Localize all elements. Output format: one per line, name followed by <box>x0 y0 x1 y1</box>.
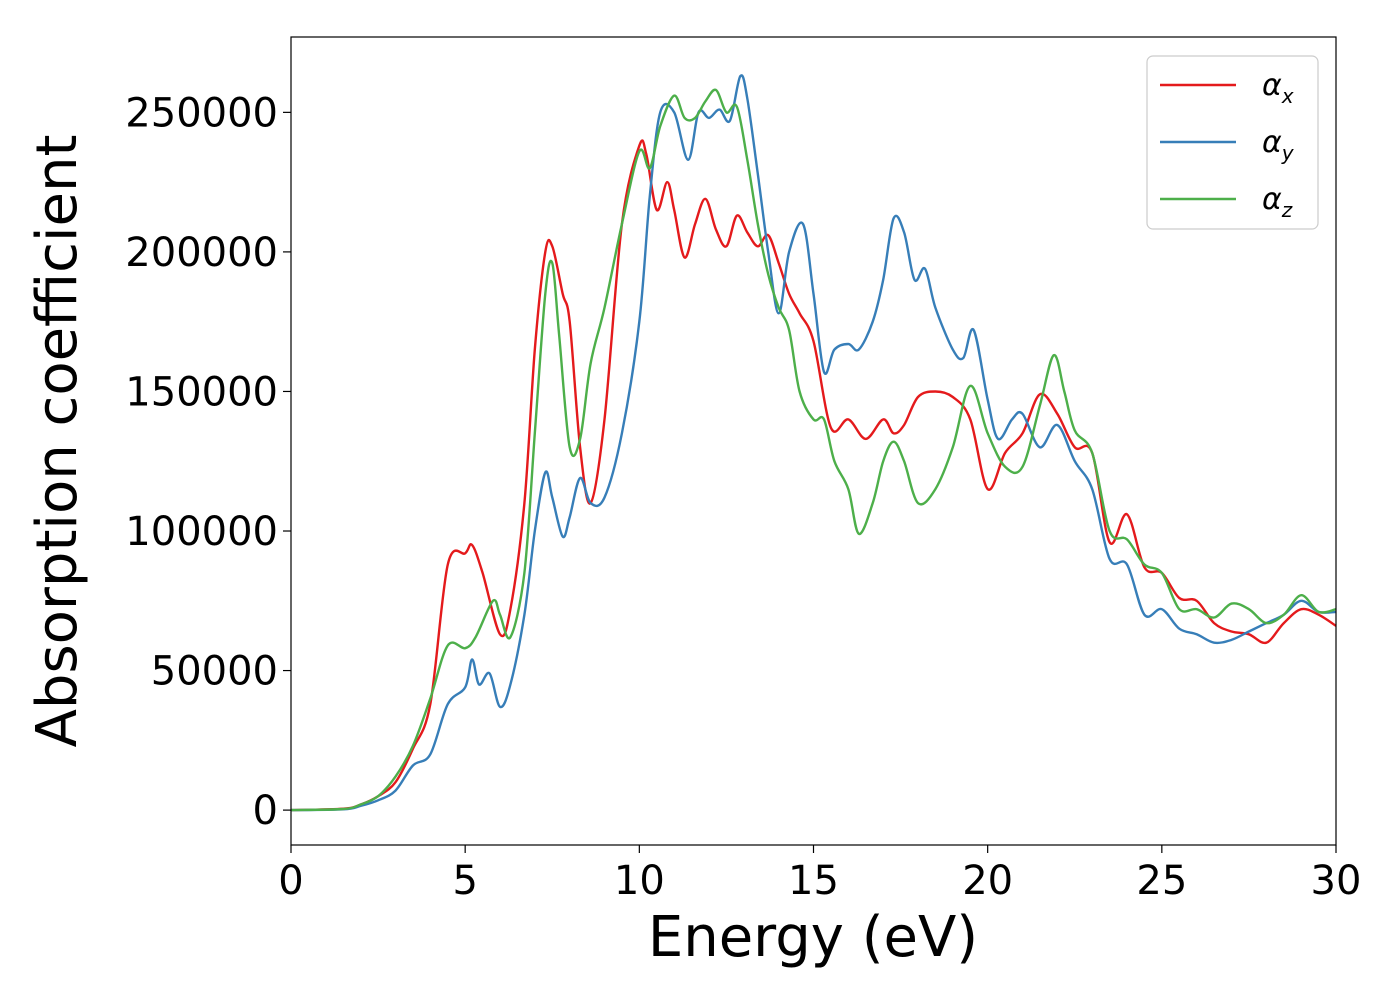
series-line-x <box>290 139 1337 812</box>
y-tick-label: 0 <box>253 788 278 834</box>
x-axis-label: Energy (eV) <box>648 905 978 970</box>
x-tick-label: 25 <box>1136 858 1187 904</box>
y-tick-label: 50000 <box>151 649 278 695</box>
legend-label-x: αx <box>1262 68 1294 108</box>
y-tick-label: 250000 <box>125 90 278 136</box>
x-tick-label: 20 <box>962 858 1013 904</box>
y-axis-label: Absorption coefficient <box>25 135 90 748</box>
y-tick-label: 150000 <box>125 369 278 415</box>
series-line-z <box>290 88 1337 812</box>
x-axis: 0 5 10 15 20 25 30 <box>278 845 1361 904</box>
legend: αx αy αz <box>1146 55 1319 230</box>
y-tick-label: 100000 <box>125 509 278 555</box>
series-line-y <box>290 74 1337 812</box>
x-tick-label: 30 <box>1311 858 1362 904</box>
series-layer <box>290 74 1337 812</box>
legend-label-z: αz <box>1262 182 1293 222</box>
x-tick-label: 0 <box>278 858 303 904</box>
x-tick-label: 15 <box>788 858 839 904</box>
y-tick-label: 200000 <box>125 230 278 276</box>
y-axis: 0 50000 100000 150000 200000 250000 <box>125 90 291 834</box>
x-tick-label: 10 <box>614 858 665 904</box>
legend-label-y: αy <box>1262 125 1295 165</box>
x-tick-label: 5 <box>452 858 477 904</box>
